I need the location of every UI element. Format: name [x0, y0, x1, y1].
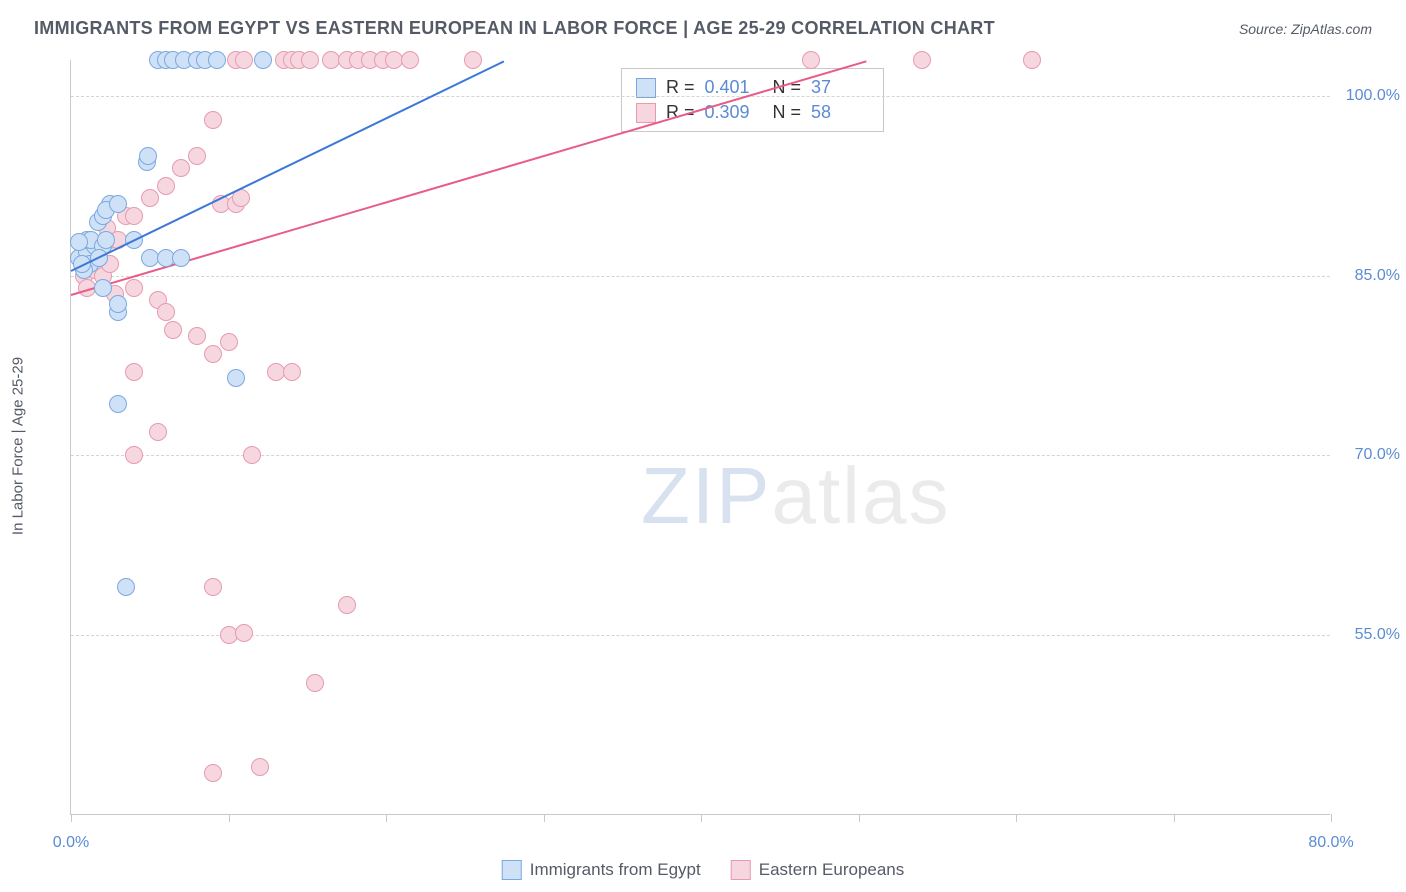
y-tick-label: 100.0%: [1346, 87, 1400, 105]
data-point-eastern: [283, 363, 301, 381]
data-point-eastern: [125, 279, 143, 297]
data-point-eastern: [125, 363, 143, 381]
data-point-eastern: [301, 51, 319, 69]
data-point-egypt: [94, 279, 112, 297]
data-point-eastern: [157, 177, 175, 195]
data-point-egypt: [109, 395, 127, 413]
x-tick: [386, 814, 387, 822]
x-tick: [71, 814, 72, 822]
legend-label: Eastern Europeans: [759, 860, 905, 880]
legend-item: Eastern Europeans: [731, 860, 905, 880]
data-point-egypt: [227, 369, 245, 387]
data-point-eastern: [913, 51, 931, 69]
data-point-egypt: [70, 233, 88, 251]
x-tick: [1174, 814, 1175, 822]
data-point-eastern: [188, 327, 206, 345]
gridline: [71, 96, 1330, 97]
data-point-eastern: [251, 758, 269, 776]
legend-swatch: [502, 860, 522, 880]
data-point-eastern: [204, 345, 222, 363]
x-tick: [859, 814, 860, 822]
title-bar: IMMIGRANTS FROM EGYPT VS EASTERN EUROPEA…: [34, 18, 1372, 39]
y-tick-label: 85.0%: [1355, 267, 1400, 285]
legend-swatch: [636, 103, 656, 123]
stat-r-label: R =: [666, 77, 695, 98]
stats-row: R =0.309N =58: [632, 100, 873, 125]
data-point-egypt: [139, 147, 157, 165]
legend-label: Immigrants from Egypt: [530, 860, 701, 880]
data-point-eastern: [464, 51, 482, 69]
data-point-eastern: [235, 624, 253, 642]
plot-area: ZIPatlas R =0.401N =37R =0.309N =58 55.0…: [70, 60, 1330, 815]
data-point-egypt: [109, 195, 127, 213]
legend-swatch: [636, 78, 656, 98]
stat-n-value: 37: [811, 77, 869, 98]
data-point-eastern: [802, 51, 820, 69]
data-point-eastern: [125, 446, 143, 464]
data-point-eastern: [204, 111, 222, 129]
source-label: Source: ZipAtlas.com: [1239, 21, 1372, 37]
data-point-eastern: [141, 189, 159, 207]
data-point-egypt: [117, 578, 135, 596]
gridline: [71, 635, 1330, 636]
gridline: [71, 276, 1330, 277]
stat-n-value: 58: [811, 102, 869, 123]
data-point-egypt: [109, 295, 127, 313]
legend-swatch: [731, 860, 751, 880]
watermark-zip: ZIP: [641, 451, 771, 540]
x-tick: [229, 814, 230, 822]
data-point-egypt: [172, 249, 190, 267]
x-tick: [701, 814, 702, 822]
trend-line-egypt: [71, 60, 505, 272]
watermark-atlas: atlas: [771, 451, 950, 540]
data-point-egypt: [208, 51, 226, 69]
data-point-eastern: [125, 207, 143, 225]
data-point-egypt: [254, 51, 272, 69]
x-tick: [1016, 814, 1017, 822]
data-point-eastern: [204, 764, 222, 782]
data-point-eastern: [338, 596, 356, 614]
data-point-egypt: [97, 231, 115, 249]
x-tick-label: 80.0%: [1308, 834, 1353, 852]
watermark: ZIPatlas: [641, 450, 950, 542]
x-tick-label: 0.0%: [53, 834, 89, 852]
data-point-eastern: [149, 423, 167, 441]
data-point-eastern: [188, 147, 206, 165]
data-point-eastern: [306, 674, 324, 692]
bottom-legend: Immigrants from Egypt Eastern Europeans: [502, 860, 905, 880]
data-point-eastern: [172, 159, 190, 177]
chart-title: IMMIGRANTS FROM EGYPT VS EASTERN EUROPEA…: [34, 18, 995, 39]
x-tick: [544, 814, 545, 822]
data-point-eastern: [1023, 51, 1041, 69]
data-point-eastern: [243, 446, 261, 464]
y-tick-label: 55.0%: [1355, 626, 1400, 644]
y-tick-label: 70.0%: [1355, 446, 1400, 464]
data-point-eastern: [220, 333, 238, 351]
stat-n-label: N =: [773, 102, 802, 123]
x-tick: [1331, 814, 1332, 822]
y-axis-label: In Labor Force | Age 25-29: [10, 357, 27, 535]
data-point-eastern: [401, 51, 419, 69]
data-point-eastern: [157, 303, 175, 321]
data-point-eastern: [204, 578, 222, 596]
data-point-eastern: [164, 321, 182, 339]
legend-item: Immigrants from Egypt: [502, 860, 701, 880]
data-point-eastern: [235, 51, 253, 69]
